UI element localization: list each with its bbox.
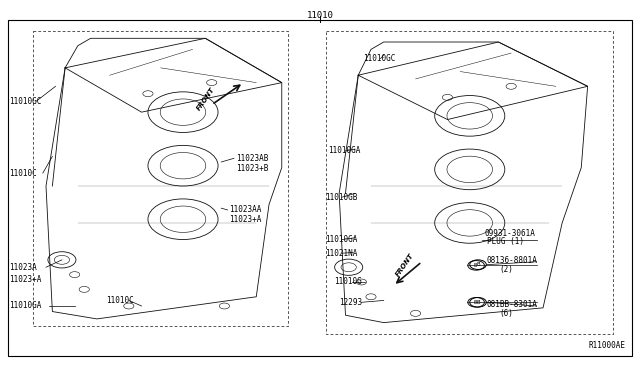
Text: 11023+A: 11023+A: [230, 215, 262, 224]
Text: 11010C: 11010C: [106, 296, 134, 305]
Text: 11023AA: 11023AA: [230, 205, 262, 215]
Text: 09931-3061A: 09931-3061A: [484, 229, 535, 238]
Text: 11010GC: 11010GC: [9, 97, 42, 106]
Text: PLUG (1): PLUG (1): [487, 237, 524, 246]
Text: 11010G: 11010G: [334, 278, 362, 286]
Text: B: B: [476, 262, 480, 267]
Text: 11010GB: 11010GB: [325, 193, 358, 202]
Text: 08136-8801A: 08136-8801A: [487, 256, 538, 265]
Text: B: B: [473, 263, 477, 268]
Text: 11010GC: 11010GC: [364, 54, 396, 63]
Text: 11021NA: 11021NA: [325, 249, 358, 258]
Text: FRONT: FRONT: [394, 252, 415, 278]
Text: FRONT: FRONT: [196, 86, 216, 111]
Text: 11010GA: 11010GA: [325, 235, 358, 244]
Text: 11023AB: 11023AB: [236, 154, 268, 163]
Text: 11023A: 11023A: [9, 263, 36, 272]
Text: 081BB-8301A: 081BB-8301A: [487, 300, 538, 309]
Text: R11000AE: R11000AE: [589, 341, 626, 350]
Text: (2): (2): [500, 264, 513, 273]
Text: B: B: [476, 300, 480, 305]
Text: 11010GA: 11010GA: [9, 301, 42, 311]
Text: (6): (6): [500, 309, 513, 318]
Text: 12293: 12293: [339, 298, 362, 307]
Text: 11010C: 11010C: [9, 169, 36, 177]
Text: 11010GA: 11010GA: [328, 147, 360, 155]
Text: 11023+B: 11023+B: [236, 164, 268, 173]
Text: B: B: [473, 300, 477, 305]
Text: 11023+A: 11023+A: [9, 275, 42, 283]
Text: 11010: 11010: [307, 11, 333, 20]
